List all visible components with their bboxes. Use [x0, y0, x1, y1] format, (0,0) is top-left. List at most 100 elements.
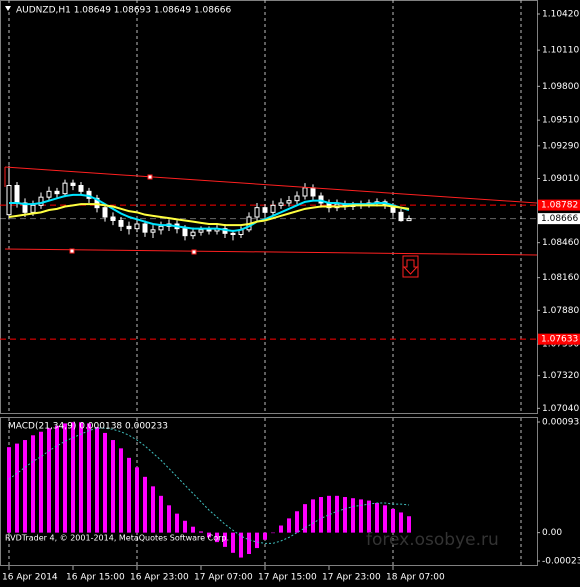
macd-bar [359, 499, 363, 533]
macd-bar [135, 467, 139, 533]
x-tick-label: 17 Apr 07:00 [194, 573, 253, 583]
candle-body [102, 207, 108, 218]
candle-body [126, 225, 132, 230]
price-level-label: 1.08782 [541, 201, 578, 211]
macd-bar [271, 532, 275, 534]
macd-bar [207, 532, 211, 538]
title-icon [5, 6, 11, 11]
macd-bar [279, 525, 283, 533]
candle-body [318, 195, 324, 204]
macd-frame [0, 417, 538, 566]
candle-body [190, 231, 196, 237]
x-tick-label: 16 Apr 15:00 [66, 573, 125, 583]
candle-body [406, 218, 412, 222]
candle-body [118, 220, 124, 227]
macd-bar [127, 457, 131, 533]
x-tick-label: 16 Apr 2014 [2, 573, 58, 583]
anchor-point [147, 174, 153, 180]
macd-bar [303, 504, 307, 533]
main-frame [0, 0, 538, 414]
macd-bar [103, 432, 107, 533]
macd-bar [231, 532, 235, 553]
candle-body [142, 223, 148, 233]
candle-body [262, 207, 268, 213]
macd-bar [175, 513, 179, 533]
candle-body [14, 185, 20, 204]
macd-bar [239, 532, 243, 558]
anchor-point [69, 248, 75, 254]
candle-body [22, 202, 28, 213]
candle-body [46, 190, 52, 198]
y-tick-label: 1.09010 [542, 174, 579, 184]
macd-bar [199, 531, 203, 533]
chart-title: AUDNZD,H1 1.08649 1.08693 1.08649 1.0866… [16, 6, 231, 16]
sell-arrow [402, 259, 419, 275]
y-tick-label: 1.07590 [542, 340, 579, 350]
candle-body [150, 229, 156, 233]
y-tick-label: 1.08460 [542, 238, 579, 248]
macd-bar [367, 500, 371, 533]
y-tick-label: 1.07320 [542, 371, 579, 381]
macd-bar [263, 532, 267, 540]
candle-body [54, 190, 60, 195]
x-tick-label: 17 Apr 15:00 [258, 573, 317, 583]
macd-bar [95, 426, 99, 533]
candle-body [158, 225, 164, 231]
y-tick-label: -0.000239 [542, 557, 580, 567]
macd-bar [295, 511, 299, 533]
y-tick-label: 1.10110 [542, 46, 579, 56]
candle-body [78, 185, 84, 192]
watermark: forex.osobye.ru [366, 530, 499, 550]
macd-bar [319, 497, 323, 533]
y-tick-label: 1.07880 [542, 306, 579, 316]
macd-bar [23, 440, 27, 533]
macd-bar [167, 505, 171, 533]
price-level-label: 1.08666 [541, 214, 578, 224]
macd-bar [287, 518, 291, 533]
macd-bar [375, 502, 379, 533]
macd-bar [71, 422, 75, 533]
candle-body [254, 207, 260, 218]
trend-line [4, 166, 538, 204]
candle-body [70, 182, 76, 187]
y-tick-label: 1.09290 [542, 141, 579, 151]
y-tick-label: 1.10420 [542, 10, 579, 20]
price-level-label: 1.07633 [541, 335, 578, 345]
trend-line [4, 248, 538, 256]
candle-body [134, 223, 140, 230]
candle-body [294, 195, 300, 202]
macd-bar [87, 423, 91, 533]
candle-body [62, 182, 68, 195]
y-tick-label: 1.09800 [542, 82, 579, 92]
price-level-box [538, 333, 580, 345]
macd-bar [327, 495, 331, 533]
macd-bar [407, 516, 411, 533]
macd-bar [159, 495, 163, 533]
macd-bar [335, 495, 339, 533]
candle-body [310, 187, 316, 197]
x-tick-label: 17 Apr 23:00 [322, 573, 381, 583]
macd-bar [151, 486, 155, 533]
y-tick-label: 0.000932 [542, 418, 580, 428]
macd-bar [47, 428, 51, 533]
moving-average [9, 193, 410, 233]
macd-bar [63, 423, 67, 533]
macd-bar [7, 447, 11, 533]
macd-bar [383, 505, 387, 533]
macd-bar [399, 512, 403, 533]
copyright: RVDTrader 4, © 2001-2014, MetaQuotes Sof… [5, 534, 229, 543]
macd-bar [247, 532, 251, 554]
macd-bar [183, 520, 187, 533]
y-tick-label: 0.00 [542, 528, 562, 538]
macd-bar [391, 508, 395, 533]
macd-bar [143, 476, 147, 533]
signal-line [8, 427, 410, 544]
moving-average [8, 203, 410, 227]
macd-bar [311, 499, 315, 533]
macd-bar [351, 498, 355, 533]
candle-body [270, 204, 276, 213]
x-tick-label: 18 Apr 07:00 [386, 573, 445, 583]
macd-bar [191, 526, 195, 533]
